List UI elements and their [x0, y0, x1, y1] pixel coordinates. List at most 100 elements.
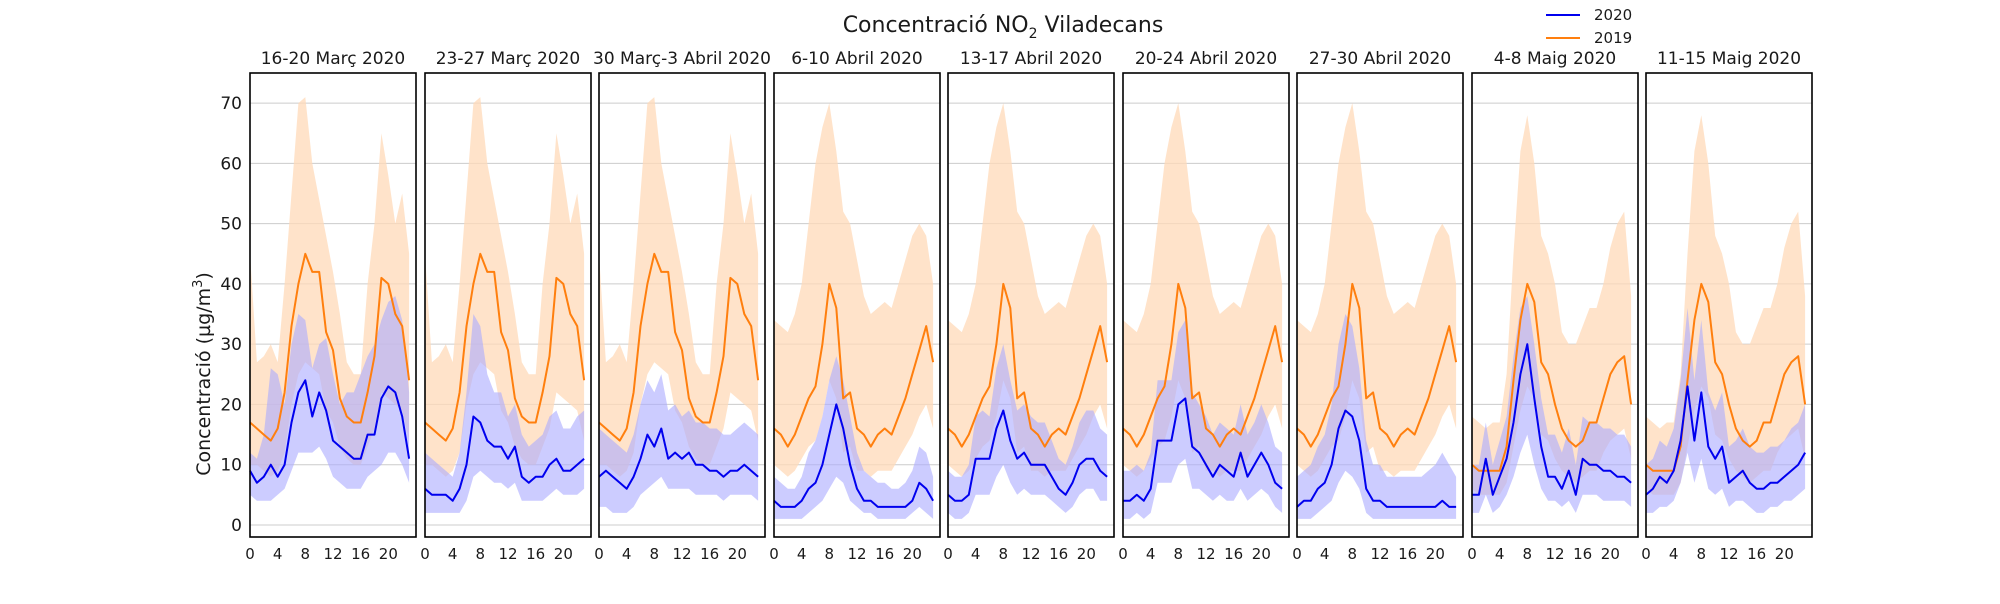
series-2020-panel-8 — [1472, 343, 1632, 496]
x-tick-label-6-20: 20 — [1252, 545, 1271, 563]
x-tick-label-5-4: 4 — [971, 545, 981, 563]
panel-5: 13-17 Abril 2020 0 4 8 12 16 20 — [943, 49, 1115, 563]
y-tick-label-0: 0 — [231, 516, 242, 536]
x-tick-label-5-12: 12 — [1021, 545, 1040, 563]
x-tick-label-1-8: 8 — [301, 545, 311, 563]
x-tick-label-5-20: 20 — [1077, 545, 1096, 563]
panel-title-5: 13-17 Abril 2020 — [960, 49, 1102, 69]
series-2020-panel-7 — [1296, 409, 1457, 508]
series-2020-panel-6 — [1123, 397, 1283, 502]
x-tick-label-9-4: 4 — [1669, 545, 1679, 563]
series-2020-panel-2 — [424, 415, 585, 502]
x-tick-label-5-8: 8 — [999, 545, 1009, 563]
band-2020-panel-2 — [425, 314, 585, 513]
x-tick-label-9-0: 0 — [1641, 545, 1651, 563]
chart-title-sub: 2 — [1029, 26, 1038, 42]
x-tick-label-9-12: 12 — [1719, 545, 1738, 563]
band-2020-panel-7 — [1297, 314, 1457, 519]
x-tick-label-4-16: 16 — [875, 545, 894, 563]
x-tick-label-3-8: 8 — [650, 545, 660, 563]
x-tick-label-4-0: 0 — [769, 545, 779, 563]
panel-7: 27-30 Abril 2020 0 4 8 12 16 20 — [1292, 49, 1464, 563]
x-tick-label-8-0: 0 — [1467, 545, 1477, 563]
panel-6: 20-24 Abril 2020 0 4 8 12 16 20 — [1118, 49, 1290, 563]
y-tick-label-50: 50 — [220, 215, 242, 235]
x-tick-label-3-12: 12 — [672, 545, 691, 563]
panel-frame-3 — [598, 72, 766, 538]
x-tick-label-1-16: 16 — [351, 545, 370, 563]
chart-title: Concentració NO2 Viladecans — [843, 13, 1164, 42]
x-tick-label-1-4: 4 — [273, 545, 283, 563]
legend-label-2019: 2019 — [1594, 29, 1632, 47]
series-2019-panel-8 — [1471, 282, 1633, 472]
x-tick-label-2-20: 20 — [554, 545, 573, 563]
panel-title-8: 4-8 Maig 2020 — [1494, 49, 1616, 69]
panel-frame-1 — [249, 72, 417, 538]
series-2020-panel-4 — [773, 403, 934, 508]
series-2019-panel-5 — [947, 282, 1109, 448]
y-axis-label-sup: 3 — [191, 280, 206, 288]
band-2020-panel-4 — [774, 356, 934, 519]
series-2020-panel-5 — [947, 409, 1108, 502]
series-2019-panel-2 — [424, 252, 586, 442]
panel-4: 6-10 Abril 2020 0 4 8 12 16 20 — [769, 49, 941, 563]
band-2019-panel-7 — [1297, 103, 1457, 477]
panel-2: 23-27 Març 2020 0 4 8 12 16 20 — [420, 49, 592, 563]
band-2020-panel-3 — [599, 374, 759, 513]
panel-9: 11-15 Maig 2020 0 4 8 12 16 20 — [1641, 49, 1813, 563]
x-tick-label-6-4: 4 — [1146, 545, 1156, 563]
x-tick-label-3-20: 20 — [728, 545, 747, 563]
x-tick-label-7-12: 12 — [1370, 545, 1389, 563]
x-tick-label-6-8: 8 — [1174, 545, 1184, 563]
y-tick-label-10: 10 — [220, 456, 242, 476]
legend: 2020 2019 — [1546, 6, 1632, 47]
x-tick-label-8-16: 16 — [1573, 545, 1592, 563]
x-tick-label-6-12: 12 — [1196, 545, 1215, 563]
x-tick-label-9-16: 16 — [1747, 545, 1766, 563]
series-2020-panel-9 — [1645, 385, 1806, 496]
chart-title-rest: Viladecans — [1038, 13, 1164, 38]
x-tick-label-6-0: 0 — [1118, 545, 1128, 563]
x-tick-label-6-16: 16 — [1224, 545, 1243, 563]
x-tick-label-7-4: 4 — [1320, 545, 1330, 563]
y-tick-label-30: 30 — [220, 335, 242, 355]
panel-8: 4-8 Maig 2020 0 4 8 12 16 20 — [1467, 49, 1639, 563]
panel-title-9: 11-15 Maig 2020 — [1657, 49, 1801, 69]
y-tick-label-40: 40 — [220, 275, 242, 295]
band-2020-panel-8 — [1472, 296, 1632, 513]
panel-frame-7 — [1296, 72, 1464, 538]
y-axis-label: Concentració (µg/m3) — [191, 272, 215, 476]
x-tick-label-1-0: 0 — [245, 545, 255, 563]
x-tick-label-4-8: 8 — [825, 545, 835, 563]
band-2019-panel-5 — [948, 103, 1108, 477]
x-tick-label-8-8: 8 — [1523, 545, 1533, 563]
x-tick-label-3-0: 0 — [594, 545, 604, 563]
panel-title-2: 23-27 Març 2020 — [436, 49, 581, 69]
panel-3: 30 Març-3 Abril 2020 0 4 8 12 16 20 — [593, 49, 771, 563]
x-tick-label-1-20: 20 — [379, 545, 398, 563]
x-tick-label-3-16: 16 — [700, 545, 719, 563]
x-tick-label-4-20: 20 — [903, 545, 922, 563]
x-tick-label-7-0: 0 — [1292, 545, 1302, 563]
svg-text:Concentració (µg/m3): Concentració (µg/m3) — [191, 272, 215, 476]
x-tick-label-7-16: 16 — [1398, 545, 1417, 563]
y-ticks: 0 10 20 30 40 50 60 70 — [220, 94, 242, 536]
band-2020-panel-1 — [250, 296, 410, 501]
series-2019-panel-3 — [598, 252, 760, 442]
y-tick-label-20: 20 — [220, 395, 242, 415]
x-tick-label-7-8: 8 — [1348, 545, 1358, 563]
y-axis-label-end: ) — [193, 272, 215, 279]
x-tick-label-5-16: 16 — [1049, 545, 1068, 563]
panel-title-6: 20-24 Abril 2020 — [1135, 49, 1277, 69]
x-tick-label-8-20: 20 — [1601, 545, 1620, 563]
x-tick-label-8-4: 4 — [1495, 545, 1505, 563]
x-tick-label-7-20: 20 — [1426, 545, 1445, 563]
band-2020-panel-6 — [1123, 320, 1283, 519]
panel-frame-2 — [424, 72, 592, 538]
band-2020-panel-5 — [948, 344, 1108, 519]
panel-title-4: 6-10 Abril 2020 — [791, 49, 923, 69]
legend-label-2020: 2020 — [1594, 6, 1632, 24]
